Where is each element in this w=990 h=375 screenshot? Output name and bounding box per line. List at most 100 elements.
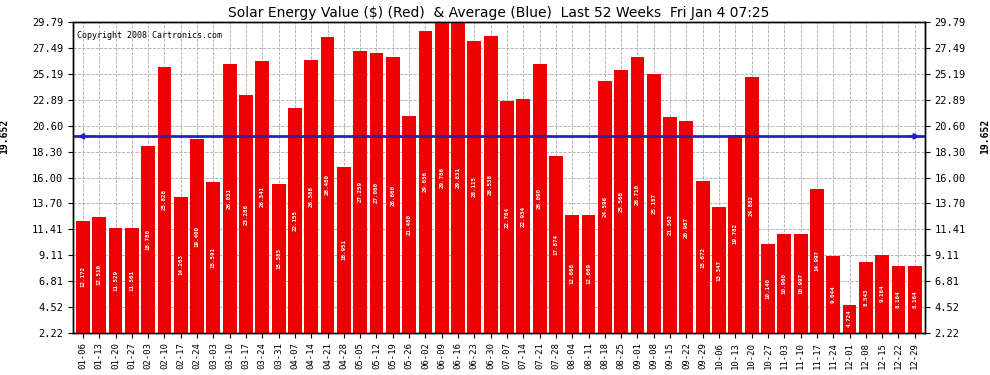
Bar: [402, 116, 416, 333]
Text: 25.187: 25.187: [651, 193, 656, 214]
Bar: [304, 60, 318, 333]
Text: 19.652: 19.652: [980, 119, 990, 154]
Bar: [288, 108, 302, 333]
Text: 24.596: 24.596: [602, 196, 607, 217]
Bar: [337, 167, 350, 333]
Bar: [109, 228, 123, 333]
Text: 15.591: 15.591: [211, 247, 216, 268]
Text: 26.031: 26.031: [227, 188, 233, 209]
Bar: [744, 77, 758, 333]
Bar: [190, 139, 204, 333]
Text: 24.882: 24.882: [749, 195, 754, 216]
Text: 29.786: 29.786: [440, 167, 445, 188]
Text: 27.259: 27.259: [357, 181, 362, 202]
Text: 9.044: 9.044: [831, 286, 836, 303]
Text: 16.951: 16.951: [342, 239, 346, 260]
Bar: [386, 57, 400, 333]
Text: 10.997: 10.997: [798, 273, 803, 294]
Bar: [125, 228, 139, 333]
Text: 12.172: 12.172: [80, 266, 85, 287]
Text: 26.341: 26.341: [259, 186, 264, 207]
Text: 29.036: 29.036: [423, 171, 428, 192]
Text: 12.668: 12.668: [569, 264, 575, 285]
Bar: [598, 81, 612, 333]
Text: 28.115: 28.115: [472, 176, 477, 197]
Text: 26.710: 26.710: [635, 184, 640, 206]
Bar: [484, 36, 498, 333]
Text: 18.780: 18.780: [146, 229, 150, 250]
Bar: [174, 197, 188, 333]
Text: 9.164: 9.164: [880, 285, 885, 303]
Bar: [321, 37, 335, 333]
Bar: [777, 234, 791, 333]
Bar: [157, 67, 171, 333]
Bar: [419, 31, 433, 333]
Text: 11.529: 11.529: [113, 270, 118, 291]
Bar: [827, 256, 841, 333]
Bar: [565, 215, 579, 333]
Bar: [353, 51, 367, 333]
Bar: [875, 255, 889, 333]
Text: 29.831: 29.831: [455, 167, 460, 188]
Text: 8.164: 8.164: [896, 291, 901, 308]
Text: 22.155: 22.155: [292, 210, 297, 231]
Bar: [500, 101, 514, 333]
Bar: [663, 117, 677, 333]
Text: 19.782: 19.782: [733, 224, 738, 245]
Bar: [859, 262, 873, 333]
Bar: [908, 266, 922, 333]
Text: 15.383: 15.383: [276, 248, 281, 269]
Text: 20.987: 20.987: [684, 217, 689, 238]
Text: 14.263: 14.263: [178, 255, 183, 276]
Bar: [533, 64, 546, 333]
Text: 12.669: 12.669: [586, 264, 591, 285]
Bar: [581, 215, 595, 333]
Bar: [892, 266, 906, 333]
Bar: [696, 181, 710, 333]
Text: 19.652: 19.652: [0, 119, 9, 154]
Bar: [549, 156, 563, 333]
Text: 19.400: 19.400: [195, 225, 200, 246]
Bar: [761, 244, 775, 333]
Text: 25.568: 25.568: [619, 191, 624, 212]
Bar: [794, 234, 808, 333]
Bar: [255, 61, 269, 333]
Bar: [712, 207, 726, 333]
Bar: [92, 217, 106, 333]
Bar: [646, 74, 660, 333]
Text: 21.480: 21.480: [407, 214, 412, 235]
Bar: [435, 22, 448, 333]
Text: 8.164: 8.164: [913, 291, 918, 308]
Bar: [207, 182, 221, 333]
Text: 11.561: 11.561: [130, 270, 135, 291]
Text: 28.480: 28.480: [325, 174, 330, 195]
Text: 4.724: 4.724: [847, 310, 852, 327]
Text: 26.090: 26.090: [538, 188, 543, 209]
Text: 27.060: 27.060: [374, 182, 379, 203]
Bar: [76, 220, 90, 333]
Bar: [517, 99, 531, 333]
Bar: [729, 135, 742, 333]
Text: 13.347: 13.347: [717, 260, 722, 280]
Bar: [679, 122, 693, 333]
Bar: [842, 304, 856, 333]
Text: 22.934: 22.934: [521, 206, 526, 226]
Text: 28.538: 28.538: [488, 174, 493, 195]
Bar: [142, 146, 155, 333]
Text: 12.510: 12.510: [97, 264, 102, 285]
Text: 8.543: 8.543: [863, 288, 868, 306]
Text: 25.828: 25.828: [162, 189, 167, 210]
Bar: [223, 64, 237, 333]
Text: 22.764: 22.764: [505, 207, 510, 228]
Bar: [614, 70, 628, 333]
Text: 17.874: 17.874: [553, 234, 558, 255]
Bar: [239, 95, 252, 333]
Text: 14.997: 14.997: [815, 251, 820, 272]
Bar: [369, 53, 383, 333]
Title: Solar Energy Value ($) (Red)  & Average (Blue)  Last 52 Weeks  Fri Jan 4 07:25: Solar Energy Value ($) (Red) & Average (…: [228, 6, 769, 20]
Bar: [271, 184, 285, 333]
Bar: [810, 189, 824, 333]
Bar: [451, 22, 465, 333]
Text: 21.362: 21.362: [667, 214, 672, 236]
Text: 15.672: 15.672: [700, 246, 705, 267]
